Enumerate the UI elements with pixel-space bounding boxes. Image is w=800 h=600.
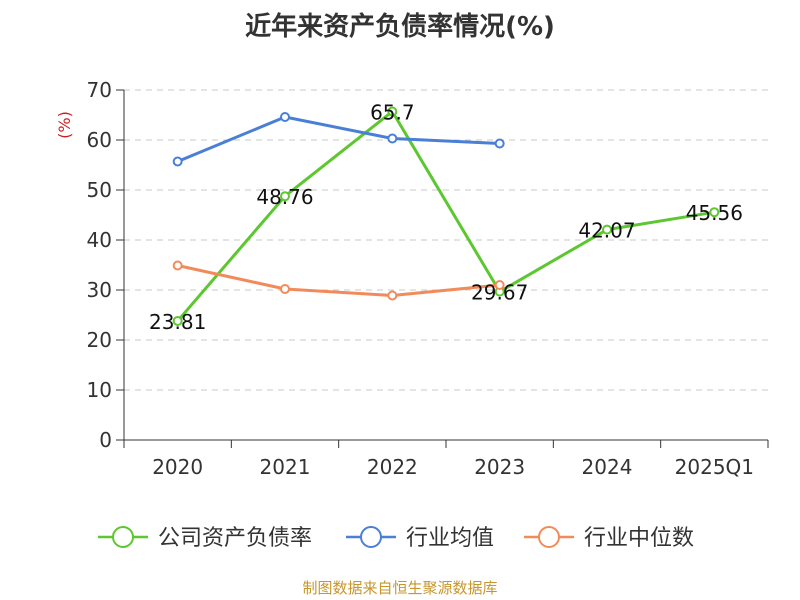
legend-label: 行业均值 xyxy=(406,526,494,551)
y-axis-label: (%) xyxy=(55,111,74,139)
x-tick-label: 2021 xyxy=(260,455,311,479)
data-point xyxy=(387,133,398,144)
series-line xyxy=(177,264,500,297)
y-tick-label: 0 xyxy=(99,428,112,452)
y-tick-label: 70 xyxy=(87,78,112,102)
legend-marker xyxy=(538,526,560,548)
x-tick-label: 2024 xyxy=(582,455,633,479)
data-point xyxy=(602,224,612,235)
data-label: 23.81 xyxy=(149,310,206,334)
data-point xyxy=(172,260,183,271)
data-point xyxy=(387,106,398,117)
data-label: 48.76 xyxy=(256,185,313,209)
data-point xyxy=(280,191,290,202)
data-point xyxy=(494,280,505,290)
legend-marker xyxy=(112,526,134,548)
series-line xyxy=(177,115,500,163)
data-point xyxy=(709,207,720,218)
data-point xyxy=(494,138,505,149)
x-tick-label: 2023 xyxy=(474,455,525,479)
data-label: 45.56 xyxy=(686,201,743,225)
legend-marker xyxy=(360,526,382,548)
data-label: 42.07 xyxy=(578,219,635,243)
source-note: 制图数据来自恒生聚源数据库 xyxy=(302,579,498,597)
legend-label: 公司资产负债率 xyxy=(158,526,312,551)
legend-label: 行业中位数 xyxy=(584,526,694,551)
data-label: 29.67 xyxy=(471,281,528,305)
y-tick-label: 60 xyxy=(87,128,112,152)
data-point xyxy=(172,315,183,326)
data-point xyxy=(387,290,398,301)
y-tick-label: 30 xyxy=(87,278,112,302)
chart-title: 近年来资产负债率情况(%) xyxy=(245,12,555,42)
data-point xyxy=(280,112,290,122)
x-tick-label: 2025Q1 xyxy=(675,455,754,479)
data-label: 65.7 xyxy=(370,101,415,125)
data-point xyxy=(172,156,183,167)
x-tick-label: 2022 xyxy=(367,455,418,479)
y-tick-label: 50 xyxy=(87,178,112,202)
series-line xyxy=(176,110,715,322)
data-point xyxy=(280,284,290,294)
y-tick-label: 20 xyxy=(87,328,112,352)
x-tick-label: 2020 xyxy=(152,455,203,479)
y-tick-label: 10 xyxy=(87,378,112,402)
y-tick-label: 40 xyxy=(87,228,112,252)
